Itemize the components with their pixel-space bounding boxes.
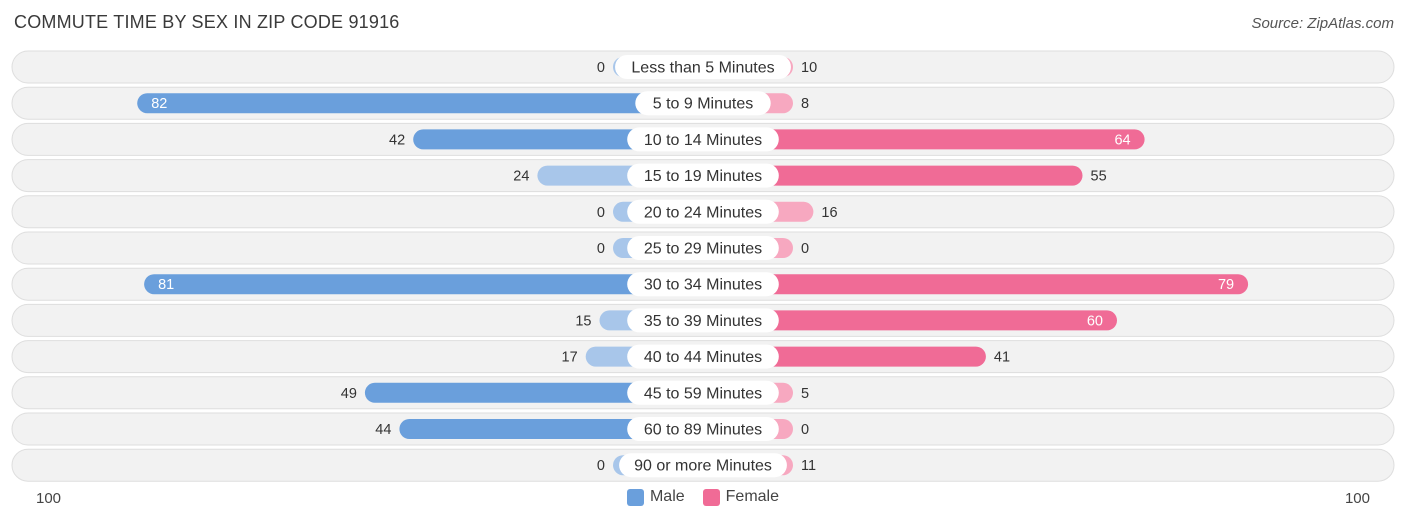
category-label-bg xyxy=(627,236,779,260)
male-value-label: 17 xyxy=(562,350,578,366)
female-value-label: 64 xyxy=(1114,132,1130,148)
male-value-label: 0 xyxy=(597,241,605,257)
category-label: 40 to 44 Minutes xyxy=(644,349,762,366)
male-value-label: 0 xyxy=(597,60,605,76)
category-label: 45 to 59 Minutes xyxy=(644,385,762,402)
category-label: 35 to 39 Minutes xyxy=(644,313,762,330)
female-value-label: 5 xyxy=(801,386,809,402)
category-label: Less than 5 Minutes xyxy=(631,60,774,77)
female-bar xyxy=(703,165,1083,186)
axis-label-left: 100 xyxy=(36,490,62,507)
male-value-label: 81 xyxy=(158,277,174,293)
female-value-label: 79 xyxy=(1218,277,1234,293)
category-label-bg xyxy=(627,417,779,441)
axis-label-right: 100 xyxy=(1344,490,1370,507)
male-bar xyxy=(399,419,703,439)
male-value-label: 15 xyxy=(575,313,591,329)
male-value-label: 42 xyxy=(389,132,405,148)
chart-legend: Male Female xyxy=(0,488,1406,506)
male-bar xyxy=(144,274,704,295)
female-value-label: 55 xyxy=(1091,169,1107,185)
legend-swatch-male xyxy=(626,488,644,506)
source-note: Source: ZipAtlas.com xyxy=(1251,15,1394,32)
male-bar xyxy=(137,93,703,114)
female-value-label: 0 xyxy=(801,241,809,257)
category-label: 90 or more Minutes xyxy=(634,458,772,475)
male-bar xyxy=(364,382,703,403)
category-label: 5 to 9 Minutes xyxy=(653,96,754,113)
female-value-label: 0 xyxy=(801,422,809,438)
category-label: 15 to 19 Minutes xyxy=(644,168,762,185)
category-label-bg xyxy=(627,127,779,152)
male-value-label: 44 xyxy=(375,422,391,438)
category-label: 30 to 34 Minutes xyxy=(644,277,762,294)
female-bar xyxy=(703,129,1145,150)
category-label-bg xyxy=(627,199,779,224)
legend-swatch-female xyxy=(702,488,720,506)
legend-label-female: Female xyxy=(725,488,780,505)
category-label-bg xyxy=(619,453,787,478)
category-label: 60 to 89 Minutes xyxy=(644,422,762,439)
legend-item-female[interactable]: Female xyxy=(702,488,780,506)
male-value-label: 0 xyxy=(597,205,605,221)
category-label-bg xyxy=(627,380,779,405)
category-label-bg xyxy=(615,55,791,79)
female-value-label: 8 xyxy=(801,96,809,112)
category-label: 25 to 29 Minutes xyxy=(644,241,762,258)
male-value-label: 24 xyxy=(513,169,529,185)
category-label-bg xyxy=(627,308,779,333)
female-value-label: 41 xyxy=(994,350,1010,366)
legend-item-male[interactable]: Male xyxy=(626,488,685,506)
category-label: 20 to 24 Minutes xyxy=(644,204,762,221)
category-label-bg xyxy=(635,91,771,116)
male-value-label: 82 xyxy=(151,96,167,112)
male-value-label: 49 xyxy=(341,386,357,402)
female-bar xyxy=(703,310,1117,331)
female-bar xyxy=(703,274,1249,295)
female-value-label: 10 xyxy=(801,60,817,76)
male-value-label: 0 xyxy=(597,458,605,474)
chart-title: COMMUTE TIME BY SEX IN ZIP CODE 91916 xyxy=(14,12,400,32)
female-value-label: 11 xyxy=(801,458,816,474)
category-label: 10 to 14 Minutes xyxy=(644,132,762,149)
legend-label-male: Male xyxy=(649,488,685,505)
female-value-label: 16 xyxy=(821,205,837,221)
female-value-label: 60 xyxy=(1087,313,1103,329)
category-label-bg xyxy=(627,344,779,369)
category-label-bg xyxy=(627,272,779,297)
category-label-bg xyxy=(627,163,779,188)
